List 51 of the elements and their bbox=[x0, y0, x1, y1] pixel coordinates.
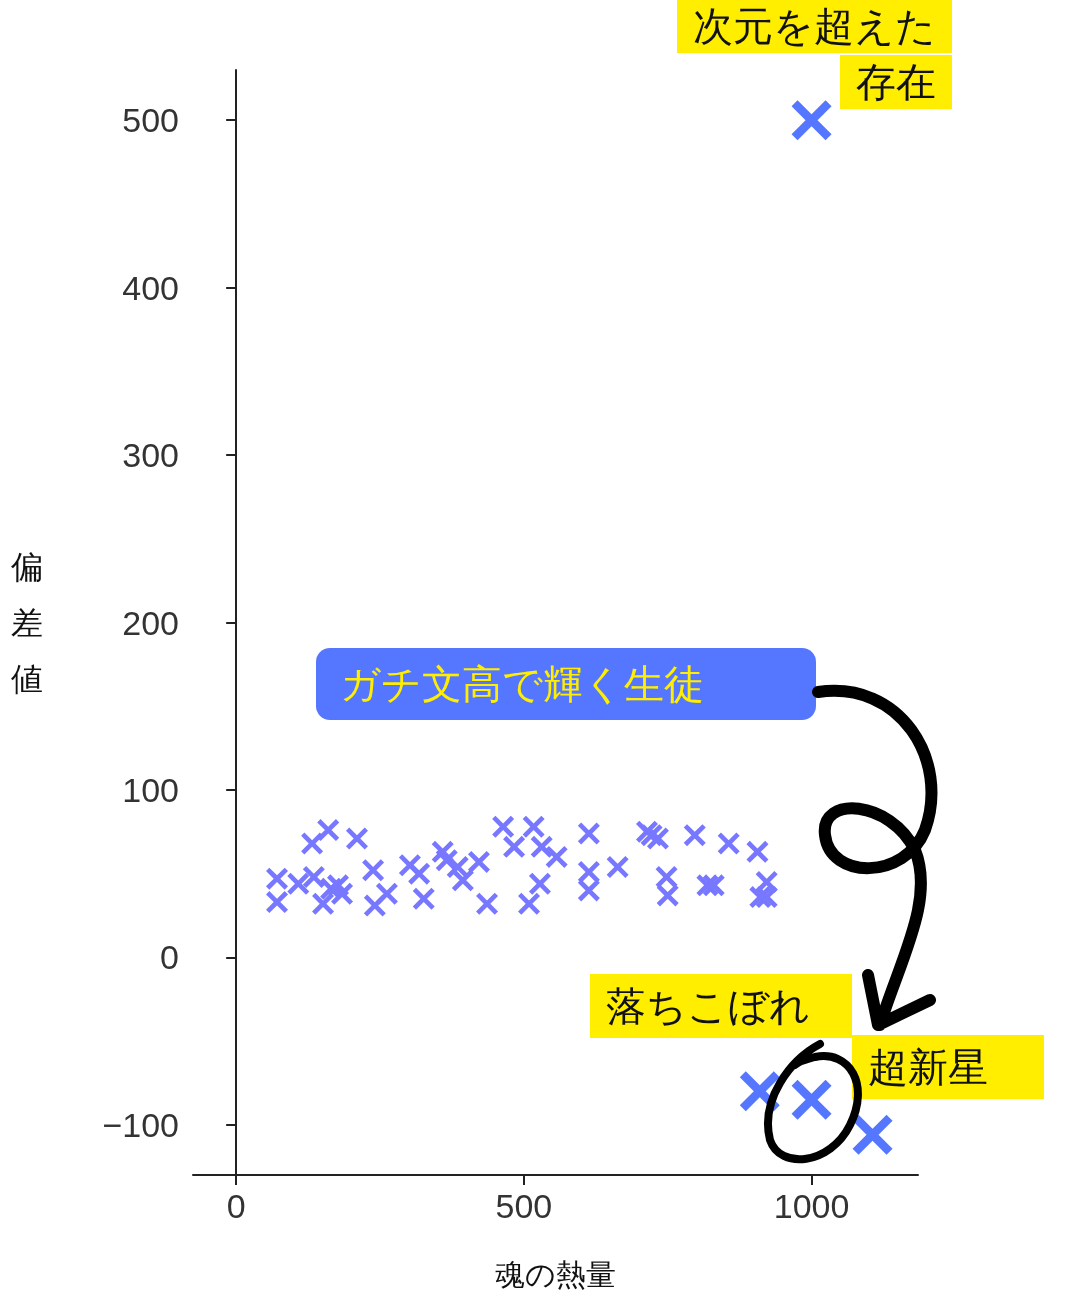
point bbox=[503, 835, 526, 858]
point bbox=[312, 892, 335, 915]
y-tick-label: 200 bbox=[122, 603, 179, 642]
point bbox=[467, 850, 490, 873]
point bbox=[331, 882, 354, 905]
point bbox=[577, 822, 600, 845]
point bbox=[317, 819, 340, 842]
callout-box: 超新星 bbox=[852, 1035, 1044, 1099]
point bbox=[302, 865, 325, 888]
point bbox=[791, 100, 832, 141]
x-axis-title: 魂の熱量 bbox=[495, 1256, 616, 1292]
point bbox=[266, 867, 289, 890]
point bbox=[522, 815, 545, 838]
point bbox=[362, 859, 385, 882]
point bbox=[746, 840, 769, 863]
y-axis-title: 偏差値 bbox=[11, 547, 43, 698]
x-tick-label: 1000 bbox=[773, 1187, 850, 1225]
point bbox=[755, 886, 778, 909]
y-tick-label: 400 bbox=[122, 268, 179, 307]
y-tick-label: 0 bbox=[160, 938, 179, 977]
point bbox=[577, 879, 600, 902]
point bbox=[646, 827, 669, 850]
point bbox=[412, 887, 435, 910]
point bbox=[476, 892, 499, 915]
callout-box: ガチ文高で輝く生徒 bbox=[316, 648, 816, 720]
point bbox=[451, 869, 474, 892]
point bbox=[287, 872, 310, 895]
y-tick-label: 300 bbox=[122, 436, 179, 475]
point bbox=[408, 862, 431, 885]
point bbox=[375, 882, 398, 905]
point bbox=[717, 832, 740, 855]
point bbox=[528, 872, 551, 895]
x-tick-label: 0 bbox=[226, 1187, 246, 1225]
y-tick-label: −100 bbox=[102, 1105, 179, 1144]
annotation: 次元を超えた存在 bbox=[676, 0, 952, 110]
point bbox=[518, 892, 541, 915]
point bbox=[852, 1114, 893, 1155]
y-tick-label: 500 bbox=[122, 101, 179, 140]
y-tick-label: 100 bbox=[122, 770, 179, 809]
point bbox=[266, 891, 289, 914]
point bbox=[545, 845, 568, 868]
x-tick-label: 500 bbox=[495, 1187, 553, 1225]
point bbox=[683, 824, 706, 847]
point bbox=[702, 874, 725, 897]
point bbox=[492, 815, 515, 838]
callout-box: 落ちこぼれ bbox=[590, 974, 852, 1038]
point bbox=[606, 855, 629, 878]
point bbox=[577, 860, 600, 883]
point bbox=[345, 827, 368, 850]
point bbox=[656, 884, 679, 907]
point bbox=[530, 835, 553, 858]
